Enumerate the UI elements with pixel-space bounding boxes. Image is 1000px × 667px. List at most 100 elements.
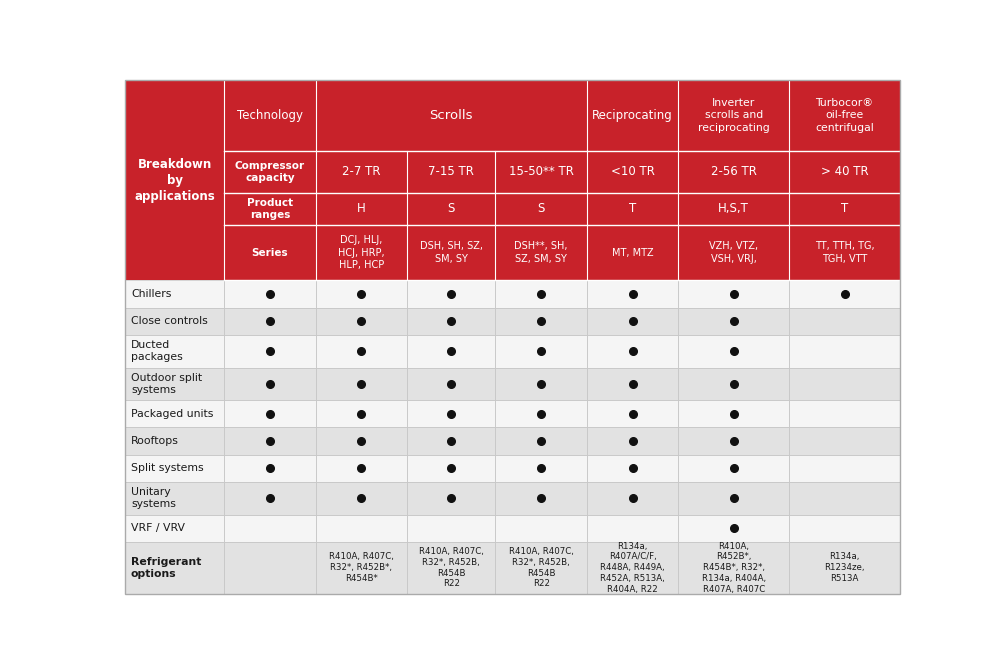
Bar bbox=[495, 428, 587, 455]
Text: TT, TTH, TG,
TGH, VTT: TT, TTH, TG, TGH, VTT bbox=[815, 241, 874, 264]
Bar bbox=[789, 428, 900, 455]
Text: Series: Series bbox=[252, 247, 288, 257]
Bar bbox=[587, 482, 678, 515]
Bar bbox=[316, 400, 407, 428]
Text: Packaged units: Packaged units bbox=[131, 409, 213, 419]
Bar bbox=[678, 542, 789, 594]
Bar bbox=[316, 151, 407, 193]
Text: S: S bbox=[537, 203, 545, 215]
Bar bbox=[678, 280, 789, 307]
Bar bbox=[125, 428, 224, 455]
Bar bbox=[316, 193, 407, 225]
Bar bbox=[678, 307, 789, 335]
Bar bbox=[407, 400, 495, 428]
Bar bbox=[224, 482, 316, 515]
Bar bbox=[125, 335, 224, 368]
Bar bbox=[125, 280, 224, 307]
Bar bbox=[587, 151, 678, 193]
Text: 2-56 TR: 2-56 TR bbox=[711, 165, 757, 179]
Bar bbox=[316, 455, 407, 482]
Text: Chillers: Chillers bbox=[131, 289, 171, 299]
Bar bbox=[789, 335, 900, 368]
Bar bbox=[224, 151, 316, 193]
Bar bbox=[224, 428, 316, 455]
Bar bbox=[678, 151, 789, 193]
Text: DCJ, HLJ,
HCJ, HRP,
HLP, HCP: DCJ, HLJ, HCJ, HRP, HLP, HCP bbox=[338, 235, 385, 270]
Bar bbox=[789, 515, 900, 542]
Text: 15-50** TR: 15-50** TR bbox=[509, 165, 574, 179]
Bar bbox=[789, 193, 900, 225]
Bar bbox=[224, 307, 316, 335]
Text: Inverter
scrolls and
reciprocating: Inverter scrolls and reciprocating bbox=[698, 98, 770, 133]
Bar bbox=[407, 335, 495, 368]
Bar bbox=[678, 400, 789, 428]
Bar bbox=[789, 280, 900, 307]
Bar bbox=[316, 515, 407, 542]
Bar bbox=[587, 307, 678, 335]
Text: Reciprocating: Reciprocating bbox=[592, 109, 673, 122]
Text: R410A,
R452B*,
R454B*, R32*,
R134a, R404A,
R407A, R407C: R410A, R452B*, R454B*, R32*, R134a, R404… bbox=[702, 542, 766, 594]
Text: H: H bbox=[357, 203, 366, 215]
Bar bbox=[224, 542, 316, 594]
Bar bbox=[789, 151, 900, 193]
Text: Outdoor split
systems: Outdoor split systems bbox=[131, 373, 202, 395]
Bar bbox=[224, 368, 316, 400]
Bar bbox=[125, 515, 224, 542]
Bar bbox=[678, 455, 789, 482]
Bar bbox=[587, 225, 678, 280]
Text: Scrolls: Scrolls bbox=[430, 109, 473, 122]
Bar bbox=[125, 455, 224, 482]
Bar bbox=[407, 151, 495, 193]
Bar bbox=[678, 225, 789, 280]
Bar bbox=[495, 151, 587, 193]
Text: > 40 TR: > 40 TR bbox=[821, 165, 868, 179]
Text: Unitary
systems: Unitary systems bbox=[131, 487, 176, 510]
Bar bbox=[789, 225, 900, 280]
Bar bbox=[495, 400, 587, 428]
Bar bbox=[678, 193, 789, 225]
Bar bbox=[495, 193, 587, 225]
Bar bbox=[224, 80, 316, 151]
Text: Refrigerant
options: Refrigerant options bbox=[131, 556, 201, 579]
Text: Split systems: Split systems bbox=[131, 464, 204, 474]
Text: DSH, SH, SZ,
SM, SY: DSH, SH, SZ, SM, SY bbox=[420, 241, 483, 264]
Bar bbox=[224, 225, 316, 280]
Text: <10 TR: <10 TR bbox=[611, 165, 655, 179]
Bar bbox=[316, 80, 587, 151]
Text: R410A, R407C,
R32*, R452B,
R454B
R22: R410A, R407C, R32*, R452B, R454B R22 bbox=[419, 547, 484, 588]
Bar bbox=[316, 368, 407, 400]
Bar bbox=[587, 280, 678, 307]
Bar bbox=[125, 482, 224, 515]
Bar bbox=[789, 482, 900, 515]
Text: Ducted
packages: Ducted packages bbox=[131, 340, 183, 362]
Bar bbox=[587, 455, 678, 482]
Bar bbox=[678, 482, 789, 515]
Bar bbox=[495, 335, 587, 368]
Bar bbox=[407, 368, 495, 400]
Bar bbox=[407, 455, 495, 482]
Text: Rooftops: Rooftops bbox=[131, 436, 179, 446]
Bar bbox=[224, 193, 316, 225]
Bar bbox=[678, 515, 789, 542]
Bar bbox=[587, 400, 678, 428]
Text: R410A, R407C,
R32*, R452B*,
R454B*: R410A, R407C, R32*, R452B*, R454B* bbox=[329, 552, 394, 583]
Text: VZH, VTZ,
VSH, VRJ,: VZH, VTZ, VSH, VRJ, bbox=[709, 241, 758, 264]
Bar bbox=[587, 542, 678, 594]
Text: Product
ranges: Product ranges bbox=[247, 197, 293, 220]
Bar bbox=[316, 335, 407, 368]
Bar bbox=[316, 482, 407, 515]
Bar bbox=[495, 515, 587, 542]
Text: DSH**, SH,
SZ, SM, SY: DSH**, SH, SZ, SM, SY bbox=[514, 241, 568, 264]
Bar bbox=[407, 225, 495, 280]
Bar bbox=[125, 80, 224, 280]
Text: T: T bbox=[629, 203, 636, 215]
Bar bbox=[587, 335, 678, 368]
Text: R410A, R407C,
R32*, R452B,
R454B
R22: R410A, R407C, R32*, R452B, R454B R22 bbox=[509, 547, 574, 588]
Text: R134a,
R407A/C/F,
R448A, R449A,
R452A, R513A,
R404A, R22: R134a, R407A/C/F, R448A, R449A, R452A, R… bbox=[600, 542, 665, 594]
Bar bbox=[224, 400, 316, 428]
Bar bbox=[316, 428, 407, 455]
Bar bbox=[316, 280, 407, 307]
Bar bbox=[678, 368, 789, 400]
Text: 7-15 TR: 7-15 TR bbox=[428, 165, 474, 179]
Bar bbox=[789, 400, 900, 428]
